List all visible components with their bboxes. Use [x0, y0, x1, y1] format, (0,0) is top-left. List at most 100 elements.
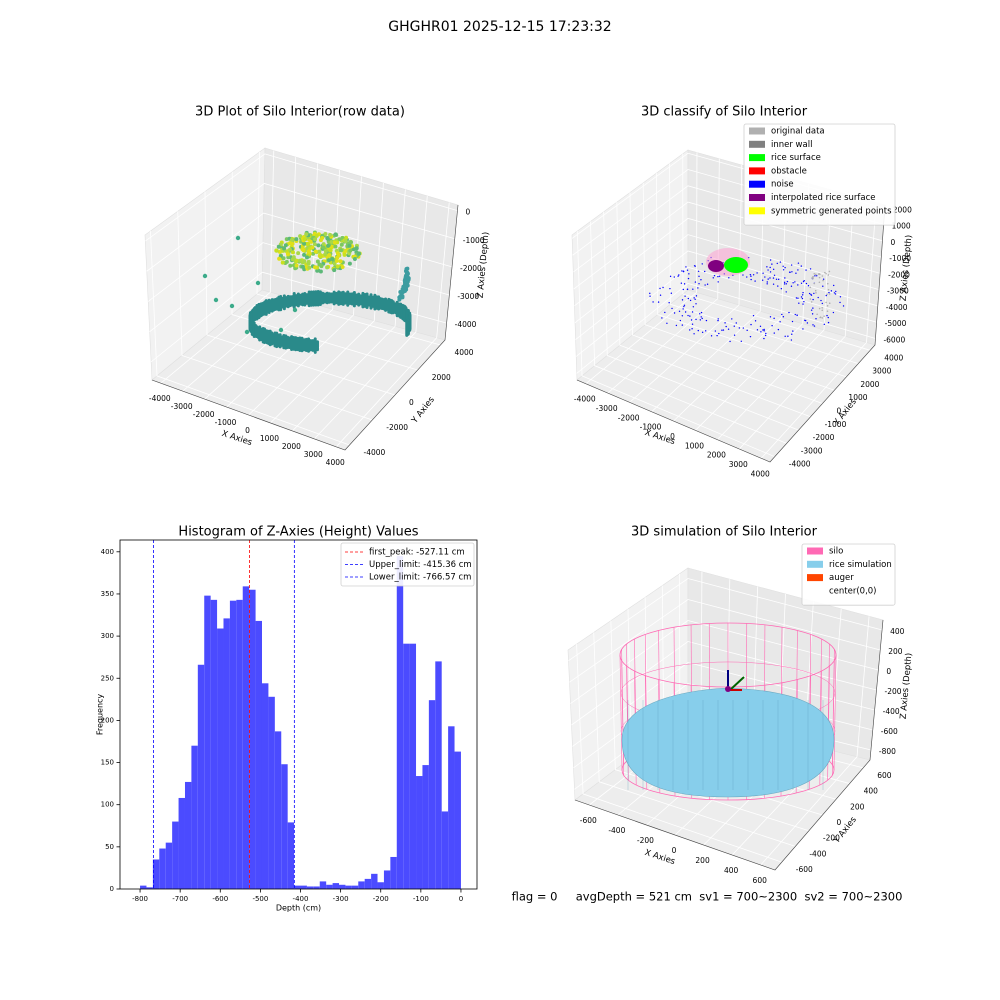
point — [807, 284, 810, 287]
point — [671, 307, 673, 310]
point — [700, 316, 702, 318]
point — [302, 241, 307, 246]
x-tick-label: 1000 — [260, 434, 279, 443]
point — [677, 275, 679, 277]
legend-label: interpolated rice surface — [771, 193, 876, 203]
point — [725, 325, 727, 328]
grid-line — [576, 644, 782, 863]
x-tick-label: 0 — [672, 846, 677, 855]
grid-line — [760, 616, 870, 866]
point — [684, 295, 686, 297]
histogram-bar — [223, 618, 230, 889]
grid-line — [669, 163, 859, 364]
point — [666, 322, 668, 324]
axis-line — [576, 204, 886, 463]
point — [686, 288, 689, 290]
point — [280, 260, 285, 265]
point — [802, 294, 804, 296]
point — [790, 285, 793, 287]
point — [797, 269, 799, 271]
point — [282, 246, 287, 251]
point — [290, 257, 295, 262]
legend-label: symmetric generated points — [771, 206, 892, 216]
point — [828, 293, 831, 295]
grid-line — [335, 202, 450, 448]
grid-line — [575, 250, 878, 340]
point — [783, 281, 786, 284]
legend-swatch — [749, 127, 765, 135]
point — [712, 277, 714, 279]
point — [766, 283, 768, 285]
legend-swatch — [749, 207, 765, 215]
legend-swatch — [807, 547, 823, 555]
point — [830, 290, 833, 292]
point — [681, 299, 684, 301]
point — [762, 329, 764, 331]
grid-line — [574, 217, 881, 307]
grid-line — [629, 192, 823, 404]
grid-line — [590, 221, 787, 444]
y-tick-label: 250 — [101, 674, 114, 682]
point — [764, 334, 767, 337]
grid-line — [607, 158, 720, 394]
point — [332, 268, 337, 273]
grid-line — [248, 176, 362, 416]
grid-line — [570, 620, 879, 704]
point — [314, 233, 319, 238]
z-tick-label: -1000 — [889, 254, 911, 263]
point — [828, 270, 831, 273]
point — [313, 249, 318, 254]
legend-swatch — [749, 140, 765, 148]
point — [798, 302, 800, 304]
point — [815, 292, 817, 294]
point — [689, 315, 691, 317]
point — [235, 235, 241, 241]
point — [316, 243, 321, 248]
point — [717, 319, 719, 322]
point — [822, 278, 825, 280]
point — [826, 293, 828, 296]
point — [806, 322, 809, 324]
point — [334, 258, 339, 263]
legend-swatch — [749, 167, 765, 175]
y-tick-label: -400 — [809, 849, 826, 858]
point — [329, 239, 334, 244]
y-tick-label: 0 — [409, 398, 414, 407]
point — [347, 243, 352, 248]
point — [769, 266, 771, 269]
grid-line — [760, 202, 877, 459]
point — [689, 329, 691, 331]
point — [813, 282, 816, 285]
grid-line — [270, 182, 384, 424]
point — [817, 273, 820, 275]
point — [769, 271, 772, 273]
axis-line — [574, 619, 884, 871]
histogram-bar — [383, 870, 391, 889]
legend-label: original data — [771, 127, 825, 137]
point — [828, 291, 830, 294]
point — [835, 290, 837, 293]
point — [274, 248, 279, 253]
x-tick-label: -700 — [172, 895, 188, 903]
point — [679, 319, 682, 322]
point — [699, 319, 702, 321]
histogram-bar — [249, 589, 256, 889]
chart-title: 3D Plot of Silo Interior(row data) — [195, 105, 405, 120]
point — [689, 299, 692, 302]
x-tick-label: -3000 — [596, 404, 618, 413]
legend-label: rice simulation — [829, 560, 892, 570]
histogram-bar — [146, 887, 153, 889]
y-tick-label: -3000 — [801, 446, 823, 455]
point — [701, 263, 703, 265]
point — [695, 303, 697, 305]
point — [693, 333, 695, 335]
grid-line — [573, 201, 882, 290]
x-tick-label: -4000 — [574, 395, 596, 404]
point — [810, 293, 812, 296]
grid-line — [160, 150, 275, 384]
grid-line — [231, 171, 418, 371]
legend-box — [801, 543, 896, 606]
point — [692, 306, 695, 308]
point — [784, 335, 786, 338]
rice-surface — [724, 257, 748, 273]
